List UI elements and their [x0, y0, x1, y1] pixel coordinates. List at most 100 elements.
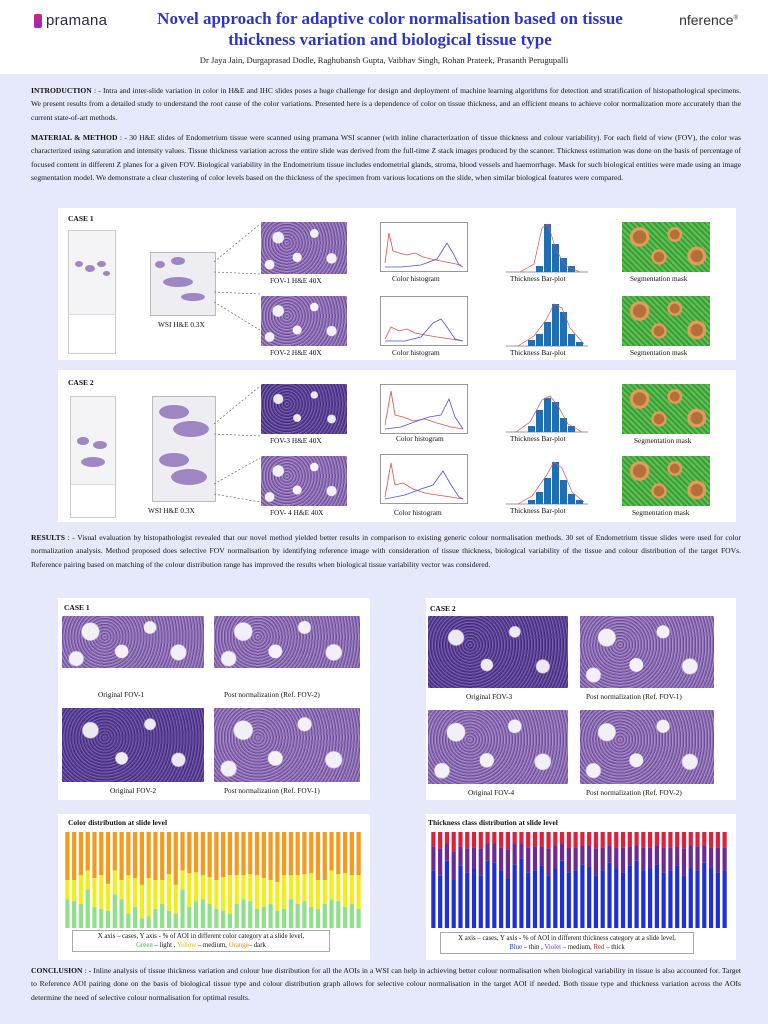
color-bar-medium-42 — [342, 873, 348, 907]
thickness-bar-medium-41 — [702, 845, 707, 863]
thickness-bar-thin-24 — [587, 866, 592, 928]
thickness-bar-thin-34 — [654, 864, 659, 928]
thickness-bar-thick-22 — [573, 832, 578, 848]
case1-thickness-bar-2 — [500, 294, 590, 348]
color-bar-light-29 — [254, 908, 260, 928]
color-bar-medium-30 — [261, 878, 266, 907]
thickness-bar-thick-21 — [566, 832, 571, 848]
thickness-chart-panel: Thickness class distribution at slide le… — [426, 814, 736, 960]
thickness-bar-thick-7 — [471, 832, 477, 848]
color-bar-light-15 — [160, 904, 165, 928]
thickness-bar-thin-22 — [573, 870, 578, 928]
color-bar-medium-7 — [105, 883, 111, 911]
color-chart-legend: X axis – cases, Y axis - % of AOI in dif… — [72, 930, 330, 952]
results-case2-d-label: Post normalization (Ref. FOV-2) — [586, 788, 682, 797]
results-case2-post-norm-2 — [580, 710, 714, 784]
color-bar-medium-21 — [200, 875, 205, 900]
thickness-bar-thick-4 — [451, 832, 456, 852]
color-bar-light-20 — [193, 901, 199, 928]
color-bar-medium-15 — [160, 880, 165, 904]
thickness-bar-thick-5 — [458, 832, 463, 847]
results-case1-label: CASE 1 — [64, 603, 90, 612]
color-bar-dark-42 — [342, 832, 348, 874]
thickness-bar-thin-41 — [702, 862, 707, 928]
thickness-bar-thick-9 — [485, 832, 490, 844]
legend-red: Red — [593, 944, 605, 951]
case2-panel: CASE 2 WSI H&E 0.3X FOV-3 H&E 40X FOV- 4… — [58, 370, 736, 522]
legend-thin-text: – thin , — [522, 944, 545, 951]
legend-thick-text: – thick — [604, 944, 625, 951]
results-case1-b-label: Post normalization (Ref. FOV-2) — [224, 690, 320, 699]
thickness-bar-thin-13 — [512, 864, 517, 928]
color-bar-dark-24 — [221, 832, 226, 878]
color-bar-light-5 — [92, 906, 97, 928]
color-bar-dark-26 — [234, 832, 239, 876]
color-bar-light-1 — [65, 899, 70, 928]
color-bar-light-13 — [146, 916, 151, 928]
color-bar-medium-34 — [288, 875, 293, 900]
thickness-bar-thin-42 — [708, 868, 714, 928]
color-bar-light-8 — [112, 894, 117, 928]
color-bar-medium-38 — [315, 880, 321, 909]
thickness-bar-medium-18 — [546, 848, 551, 876]
thickness-bar-medium-3 — [444, 843, 450, 861]
case1-bar-2-label: Thickness Bar-plot — [510, 348, 566, 357]
thickness-bar-thin-29 — [620, 872, 626, 928]
color-bar-dark-9 — [119, 832, 124, 880]
case1-hist-2 — [380, 296, 468, 346]
thickness-bar-medium-44 — [722, 847, 727, 871]
color-bar-medium-28 — [248, 874, 253, 902]
case2-hist-1 — [380, 384, 468, 434]
case1-fov1-image — [261, 222, 347, 274]
color-bar-medium-24 — [221, 877, 226, 911]
case2-hist-2 — [380, 454, 468, 504]
color-bar-light-9 — [119, 899, 124, 928]
color-bar-dark-19 — [187, 832, 192, 874]
color-chart-title: Color distribution at slide level — [68, 818, 168, 827]
color-bar-medium-25 — [227, 875, 233, 914]
thickness-bar-thin-15 — [526, 872, 531, 928]
thickness-bar-thick-40 — [695, 832, 700, 847]
thickness-bar-thin-38 — [681, 875, 687, 928]
color-bar-light-14 — [153, 908, 158, 928]
thickness-chart-legend: X axis – cases, Y axis - % of AOI in dif… — [440, 932, 694, 954]
color-bar-light-3 — [78, 904, 84, 928]
color-bar-dark-1 — [65, 832, 70, 880]
color-bar-dark-13 — [146, 832, 151, 879]
color-bar-dark-5 — [92, 832, 97, 879]
results-case2-c-label: Original FOV-4 — [468, 788, 515, 797]
thickness-bar-thin-7 — [471, 868, 477, 928]
results-case1-original-fov1 — [62, 616, 204, 668]
thickness-bar-thin-33 — [648, 868, 653, 928]
thickness-bar-medium-19 — [553, 845, 558, 869]
thickness-legend-line2: Blue – thin , Violet – medium, Red – thi… — [441, 943, 693, 952]
thickness-bar-thick-23 — [580, 832, 585, 846]
case1-fov2-image — [261, 296, 347, 346]
legend-green: Green — [136, 942, 153, 949]
thickness-bar-medium-28 — [614, 847, 619, 869]
thickness-bar-thin-10 — [492, 862, 497, 928]
thickness-chart-plot — [431, 832, 727, 928]
nference-logo-text: nference — [679, 12, 734, 28]
thickness-bar-medium-33 — [648, 847, 653, 869]
thickness-bar-medium-26 — [600, 847, 605, 871]
thickness-bar-thick-29 — [620, 832, 626, 848]
thickness-bar-thick-11 — [499, 832, 504, 848]
thickness-legend-line1: X axis – cases, Y axis - % of AOI in dif… — [458, 935, 676, 942]
color-chart-plot — [65, 832, 361, 928]
color-bar-light-27 — [241, 899, 246, 928]
thickness-bar-thick-24 — [587, 832, 592, 846]
color-bar-medium-13 — [146, 878, 151, 917]
color-bar-dark-31 — [268, 832, 273, 880]
color-bar-dark-29 — [254, 832, 260, 876]
color-bar-medium-4 — [85, 870, 90, 890]
thickness-bar-thick-8 — [478, 832, 483, 849]
thickness-bar-thick-3 — [444, 832, 450, 844]
author-list: Dr Jaya Jain, Durgaprasad Dodle, Raghuba… — [199, 55, 569, 65]
thickness-bar-medium-24 — [587, 845, 592, 867]
thickness-bar-thin-43 — [715, 872, 720, 928]
case1-hist-2-label: Color histogram — [392, 348, 440, 357]
color-bar-dark-10 — [126, 832, 131, 876]
color-bar-medium-36 — [302, 874, 307, 902]
color-bar-dark-33 — [282, 832, 287, 876]
